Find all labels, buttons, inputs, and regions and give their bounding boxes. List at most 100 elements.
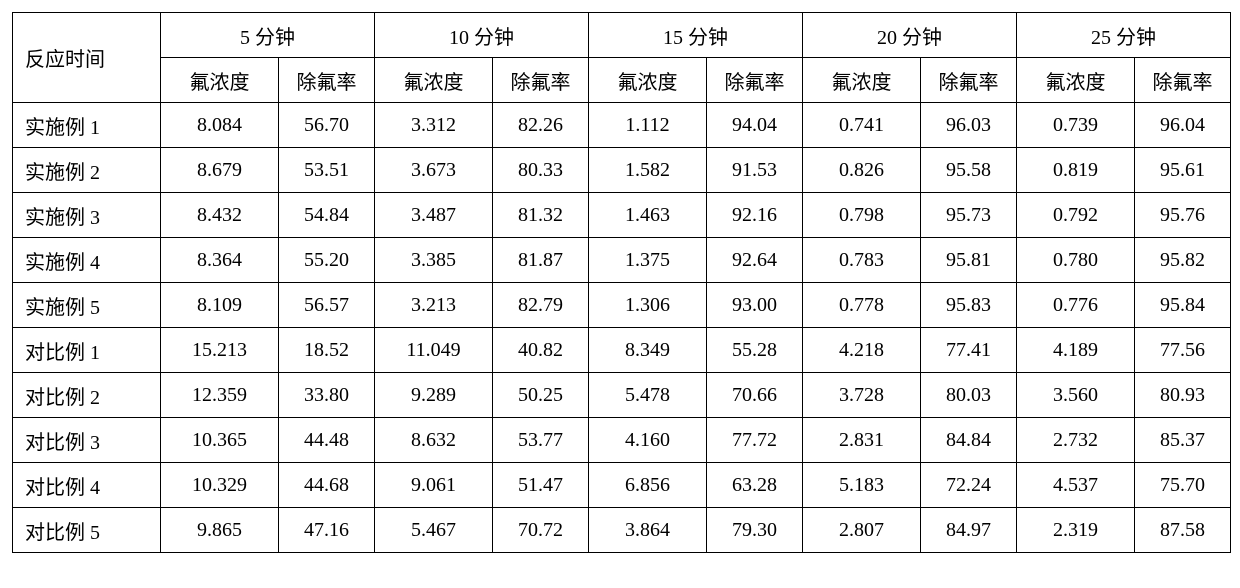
time-group-header: 10 分钟	[375, 13, 589, 58]
cell: 72.24	[921, 463, 1017, 508]
cell: 77.72	[707, 418, 803, 463]
cell: 0.739	[1017, 103, 1135, 148]
cell: 2.319	[1017, 508, 1135, 553]
cell: 5.183	[803, 463, 921, 508]
table-row: 对比例 5 9.865 47.16 5.467 70.72 3.864 79.3…	[13, 508, 1231, 553]
cell: 9.289	[375, 373, 493, 418]
table-row: 实施例 1 8.084 56.70 3.312 82.26 1.112 94.0…	[13, 103, 1231, 148]
cell: 82.79	[493, 283, 589, 328]
cell: 0.783	[803, 238, 921, 283]
table-row: 实施例 4 8.364 55.20 3.385 81.87 1.375 92.6…	[13, 238, 1231, 283]
cell: 0.780	[1017, 238, 1135, 283]
cell: 82.26	[493, 103, 589, 148]
cell: 18.52	[279, 328, 375, 373]
cell: 56.70	[279, 103, 375, 148]
cell: 0.778	[803, 283, 921, 328]
cell: 96.03	[921, 103, 1017, 148]
sub-header: 氟浓度	[589, 58, 707, 103]
cell: 53.77	[493, 418, 589, 463]
cell: 55.28	[707, 328, 803, 373]
cell: 0.798	[803, 193, 921, 238]
cell: 8.679	[161, 148, 279, 193]
cell: 12.359	[161, 373, 279, 418]
cell: 84.84	[921, 418, 1017, 463]
table-row: 对比例 2 12.359 33.80 9.289 50.25 5.478 70.…	[13, 373, 1231, 418]
header-row-1: 反应时间 5 分钟 10 分钟 15 分钟 20 分钟 25 分钟	[13, 13, 1231, 58]
cell: 4.189	[1017, 328, 1135, 373]
cell: 2.807	[803, 508, 921, 553]
cell: 1.582	[589, 148, 707, 193]
row-label: 对比例 5	[13, 508, 161, 553]
cell: 56.57	[279, 283, 375, 328]
cell: 15.213	[161, 328, 279, 373]
cell: 81.87	[493, 238, 589, 283]
cell: 6.856	[589, 463, 707, 508]
cell: 0.792	[1017, 193, 1135, 238]
cell: 55.20	[279, 238, 375, 283]
cell: 3.385	[375, 238, 493, 283]
cell: 3.728	[803, 373, 921, 418]
cell: 4.160	[589, 418, 707, 463]
cell: 95.73	[921, 193, 1017, 238]
cell: 95.82	[1135, 238, 1231, 283]
cell: 91.53	[707, 148, 803, 193]
time-group-header: 25 分钟	[1017, 13, 1231, 58]
cell: 44.48	[279, 418, 375, 463]
cell: 92.64	[707, 238, 803, 283]
row-label: 实施例 4	[13, 238, 161, 283]
time-group-header: 20 分钟	[803, 13, 1017, 58]
cell: 94.04	[707, 103, 803, 148]
corner-cell: 反应时间	[13, 13, 161, 103]
cell: 9.865	[161, 508, 279, 553]
row-label: 实施例 5	[13, 283, 161, 328]
table-row: 实施例 3 8.432 54.84 3.487 81.32 1.463 92.1…	[13, 193, 1231, 238]
cell: 0.776	[1017, 283, 1135, 328]
cell: 8.632	[375, 418, 493, 463]
sub-header: 除氟率	[279, 58, 375, 103]
row-label: 对比例 2	[13, 373, 161, 418]
cell: 80.03	[921, 373, 1017, 418]
time-group-header: 15 分钟	[589, 13, 803, 58]
cell: 96.04	[1135, 103, 1231, 148]
table-row: 实施例 5 8.109 56.57 3.213 82.79 1.306 93.0…	[13, 283, 1231, 328]
cell: 2.732	[1017, 418, 1135, 463]
table-row: 对比例 3 10.365 44.48 8.632 53.77 4.160 77.…	[13, 418, 1231, 463]
table-row: 对比例 1 15.213 18.52 11.049 40.82 8.349 55…	[13, 328, 1231, 373]
cell: 40.82	[493, 328, 589, 373]
cell: 51.47	[493, 463, 589, 508]
cell: 77.56	[1135, 328, 1231, 373]
row-label: 对比例 1	[13, 328, 161, 373]
cell: 8.084	[161, 103, 279, 148]
cell: 80.93	[1135, 373, 1231, 418]
time-group-header: 5 分钟	[161, 13, 375, 58]
sub-header: 氟浓度	[803, 58, 921, 103]
cell: 8.349	[589, 328, 707, 373]
table-row: 对比例 4 10.329 44.68 9.061 51.47 6.856 63.…	[13, 463, 1231, 508]
cell: 50.25	[493, 373, 589, 418]
sub-header: 除氟率	[921, 58, 1017, 103]
cell: 87.58	[1135, 508, 1231, 553]
cell: 63.28	[707, 463, 803, 508]
cell: 3.312	[375, 103, 493, 148]
cell: 75.70	[1135, 463, 1231, 508]
sub-header: 氟浓度	[1017, 58, 1135, 103]
cell: 0.819	[1017, 148, 1135, 193]
cell: 85.37	[1135, 418, 1231, 463]
cell: 70.72	[493, 508, 589, 553]
cell: 10.329	[161, 463, 279, 508]
data-table: 反应时间 5 分钟 10 分钟 15 分钟 20 分钟 25 分钟 氟浓度 除氟…	[12, 12, 1231, 553]
row-label: 实施例 2	[13, 148, 161, 193]
cell: 1.306	[589, 283, 707, 328]
cell: 0.826	[803, 148, 921, 193]
cell: 95.76	[1135, 193, 1231, 238]
cell: 70.66	[707, 373, 803, 418]
cell: 9.061	[375, 463, 493, 508]
cell: 77.41	[921, 328, 1017, 373]
cell: 10.365	[161, 418, 279, 463]
table-row: 实施例 2 8.679 53.51 3.673 80.33 1.582 91.5…	[13, 148, 1231, 193]
table-body: 实施例 1 8.084 56.70 3.312 82.26 1.112 94.0…	[13, 103, 1231, 553]
cell: 8.109	[161, 283, 279, 328]
cell: 47.16	[279, 508, 375, 553]
cell: 95.58	[921, 148, 1017, 193]
cell: 3.673	[375, 148, 493, 193]
